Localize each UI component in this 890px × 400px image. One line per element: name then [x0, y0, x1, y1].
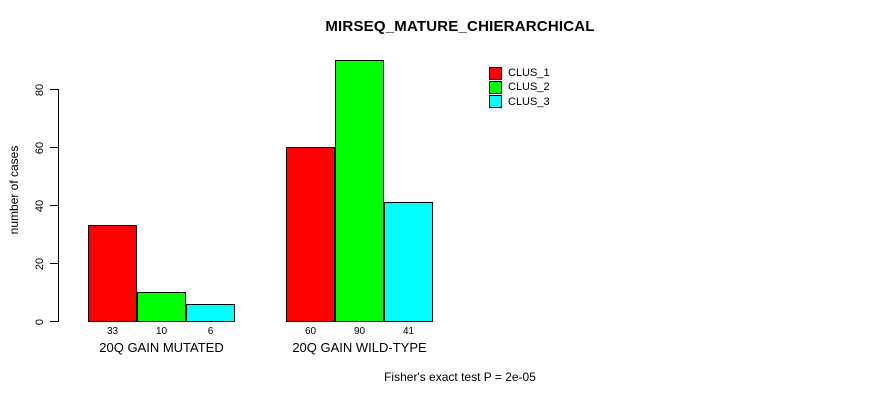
y-tick-mark — [50, 89, 58, 90]
x-category-label: 20Q GAIN WILD-TYPE — [292, 340, 427, 355]
bar-clus-2 — [335, 60, 384, 322]
footnote: Fisher's exact test P = 2e-05 — [384, 370, 536, 384]
legend-label: CLUS_2 — [508, 81, 550, 94]
y-tick-mark — [50, 263, 58, 264]
y-tick-mark — [50, 321, 58, 322]
legend-item: CLUS_2 — [489, 80, 550, 94]
bar-clus-2 — [137, 292, 186, 322]
bar-clus-3 — [384, 202, 433, 322]
bar-clus-3 — [186, 304, 235, 322]
y-tick-label: 0 — [34, 318, 46, 325]
chart-title: MIRSEQ_MATURE_CHIERARCHICAL — [325, 18, 595, 35]
y-tick-label: 40 — [34, 199, 46, 212]
bar-value-label: 6 — [207, 326, 214, 337]
y-tick-mark — [50, 147, 58, 148]
x-category-label: 20Q GAIN MUTATED — [99, 340, 224, 355]
bar-value-label: 10 — [155, 326, 168, 337]
legend-label: CLUS_3 — [508, 95, 550, 108]
bar-value-label: 60 — [304, 326, 317, 337]
y-tick-label: 20 — [34, 257, 46, 270]
y-tick-label: 60 — [34, 141, 46, 154]
legend: CLUS_1 CLUS_2 CLUS_3 — [489, 66, 550, 109]
bar-value-label: 41 — [402, 326, 415, 337]
legend-swatch — [489, 66, 502, 80]
legend-item: CLUS_1 — [489, 66, 550, 80]
bar-value-label: 33 — [106, 326, 119, 337]
legend-label: CLUS_1 — [508, 67, 550, 80]
bar-value-label: 90 — [353, 326, 366, 337]
bar-clus-1 — [88, 225, 137, 322]
legend-swatch — [489, 80, 502, 94]
y-tick-mark — [50, 205, 58, 206]
legend-item: CLUS_3 — [489, 95, 550, 109]
legend-swatch — [489, 95, 502, 109]
bar-clus-1 — [286, 147, 335, 322]
y-tick-label: 80 — [34, 83, 46, 96]
y-axis-line — [58, 89, 59, 322]
y-axis-label: number of cases — [7, 145, 21, 235]
